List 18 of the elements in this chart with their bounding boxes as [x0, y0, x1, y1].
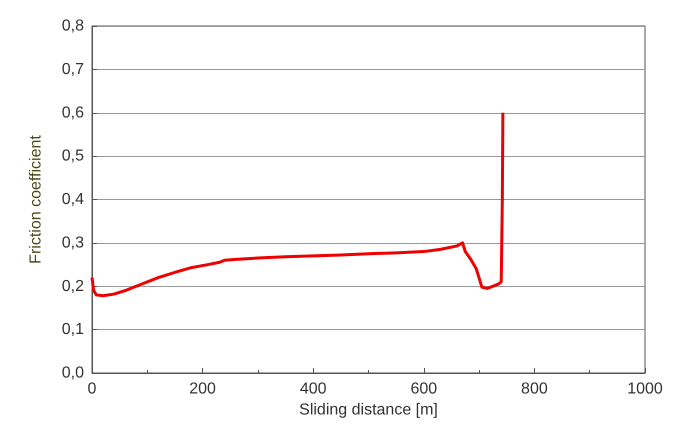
x-tick-label: 0 — [88, 380, 97, 398]
x-tick-label: 400 — [300, 380, 327, 398]
y-tick-label: 0,3 — [62, 234, 84, 252]
x-tick-label: 800 — [521, 380, 548, 398]
y-tick-label: 0,2 — [62, 278, 84, 295]
y-axis-title: Friction coefficient — [28, 134, 44, 264]
y-tick-label: 0,7 — [62, 60, 84, 78]
y-tick-label: 0,8 — [62, 18, 84, 34]
y-tick-label: 0,4 — [62, 191, 84, 208]
x-tick-label: 200 — [189, 380, 216, 398]
y-tick-label: 0,0 — [62, 364, 84, 382]
y-tick-label: 0,5 — [62, 148, 84, 165]
x-tick-label: 600 — [410, 380, 438, 398]
line-series — [90, 111, 504, 298]
x-tick-label: 1000 — [627, 380, 663, 398]
x-axis-title: Sliding distance [m] — [299, 401, 438, 418]
y-tick-label: 0,6 — [62, 104, 84, 122]
y-tick-label: 0,1 — [62, 321, 84, 338]
